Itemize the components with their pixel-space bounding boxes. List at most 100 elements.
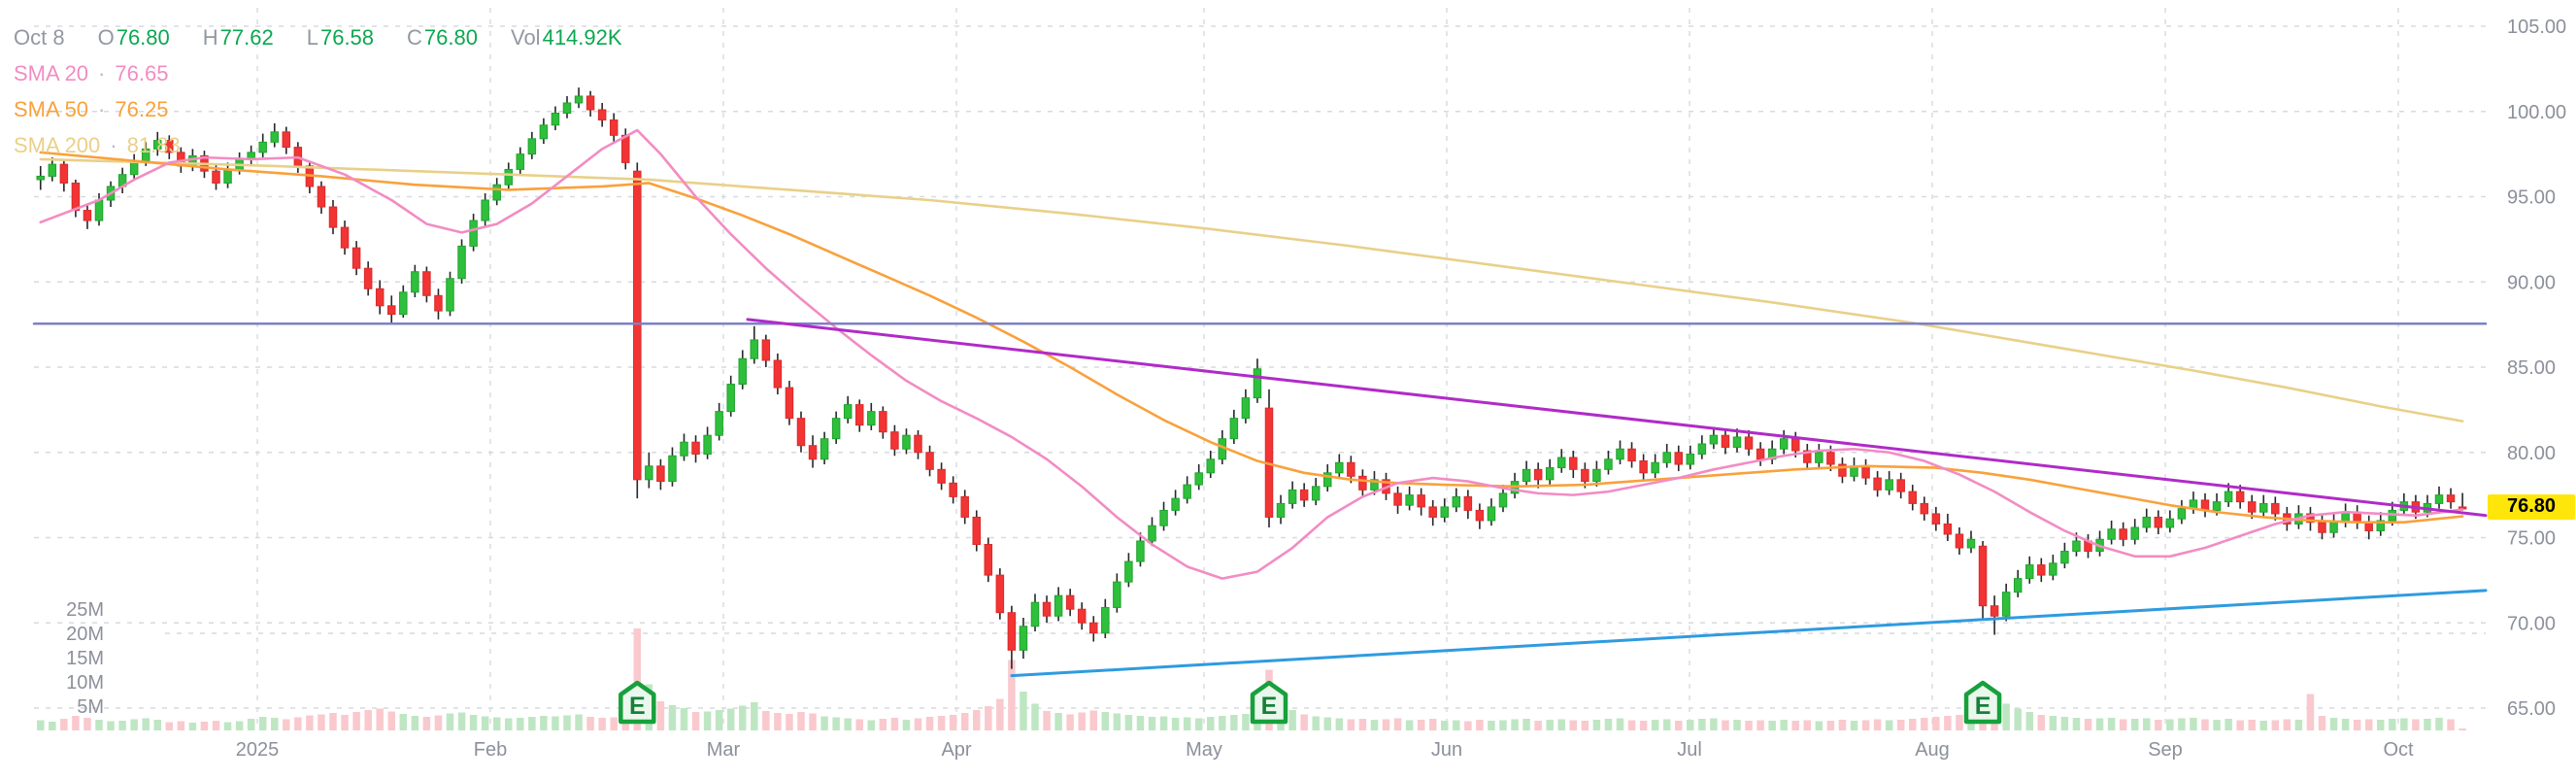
volume-bar — [1722, 720, 1729, 730]
candle-body-up — [1054, 594, 1063, 617]
month-tick-label: Aug — [1915, 739, 1950, 761]
volume-bar — [1838, 720, 1847, 730]
volume-bar — [996, 698, 1004, 730]
volume-bar — [1136, 716, 1145, 730]
candle-body-up — [469, 220, 478, 247]
candle-body-down — [984, 544, 993, 576]
candle-body-up — [1616, 448, 1624, 460]
candle-body-down — [785, 387, 794, 420]
candle-body-up — [1651, 461, 1659, 474]
descending-trendline[interactable] — [746, 318, 2488, 518]
volume-bar — [2318, 716, 2326, 730]
volume-bar — [247, 719, 255, 730]
sma-20-line[interactable] — [39, 128, 2464, 580]
candle-body-down — [2364, 522, 2373, 531]
volume-bars[interactable] — [37, 628, 2466, 730]
ohlc-row[interactable]: Oct 8 O 76.80 H 77.62 L 76.58 C 76.80 Vol 414… — [14, 23, 622, 52]
sma50-legend-row[interactable]: SMA 50 · 76.25 — [14, 97, 169, 121]
volume-bar — [2294, 720, 2303, 730]
volume-bar — [1780, 720, 1788, 730]
time-grid-and-axis[interactable]: 2025 Feb Mar Apr May Jun Jul Aug Sep Oct — [236, 8, 2414, 761]
candle-body-down — [609, 119, 619, 136]
volume-bar — [283, 719, 290, 730]
volume-bar — [1008, 660, 1016, 730]
sma-200-line[interactable] — [39, 157, 2464, 423]
volume-bar — [1710, 718, 1718, 730]
volume-bar — [820, 716, 828, 730]
earnings-marker[interactable]: E — [1963, 680, 2002, 725]
volume-bar — [937, 716, 946, 730]
sma20-legend-row[interactable]: SMA 20 · 76.65 — [14, 61, 169, 85]
volume-bar — [1569, 720, 1578, 730]
candle-body-up — [2142, 516, 2151, 528]
candle-body-up — [1148, 525, 1156, 542]
volume-bar — [2377, 720, 2385, 730]
candle-body-up — [2060, 551, 2069, 564]
candle-body-down — [1756, 448, 1765, 460]
ascending-trendline[interactable] — [1010, 589, 2488, 678]
candle-body-down — [796, 418, 806, 447]
volume-bar — [37, 720, 45, 730]
candle-body-down — [1533, 468, 1543, 481]
candle-body-up — [1966, 538, 1976, 549]
candle-body-up — [1276, 502, 1286, 518]
candle-body-down — [1896, 479, 1905, 492]
volume-bar — [223, 722, 232, 730]
volume-bar — [2213, 720, 2221, 730]
earnings-marker[interactable]: E — [1250, 680, 1288, 725]
volume-bar — [258, 717, 267, 730]
volume-bar — [1534, 721, 1542, 730]
candle-body-down — [83, 210, 92, 221]
sma-50-line[interactable] — [39, 151, 2464, 525]
candle-body-up — [1592, 468, 1601, 483]
candle-body-down — [972, 516, 981, 546]
volume-bar — [715, 710, 723, 730]
sma200-legend-row[interactable]: SMA 200 · 81.83 — [14, 133, 181, 157]
volume-bar — [914, 718, 922, 730]
volume-bar — [1956, 715, 1963, 730]
earnings-marker[interactable]: E — [619, 680, 656, 725]
volume-bar — [1020, 692, 1027, 730]
volume-bar — [2435, 718, 2443, 730]
candle-body-up — [2177, 508, 2187, 520]
earnings-marker-shape — [1250, 680, 1288, 725]
candle-body-up — [1815, 452, 1823, 463]
volume-bar — [2060, 717, 2069, 730]
volume-bar — [1312, 716, 1320, 730]
legend-volume: Vol 414.92K — [510, 25, 622, 50]
volume-bar — [985, 706, 992, 730]
volume-bar — [2329, 718, 2338, 730]
candle-body-down — [1463, 495, 1473, 511]
volume-bar — [2014, 708, 2022, 730]
volume-bar — [1417, 720, 1425, 730]
candle-body-up — [1662, 452, 1671, 463]
candle-body-up — [1557, 457, 1566, 469]
candle-body-up — [1370, 479, 1379, 491]
earnings-marker-letter: E — [629, 693, 646, 720]
volume-bar — [2143, 718, 2151, 730]
volume-bar — [1405, 720, 1414, 730]
candle-body-down — [2446, 494, 2456, 503]
volume-bar — [1733, 720, 1741, 730]
volume-bar — [1476, 720, 1484, 730]
month-tick-label: Mar — [707, 739, 741, 761]
candle-body-down — [1826, 452, 1835, 465]
candlestick-series[interactable] — [36, 87, 2467, 669]
candle-body-up — [1288, 489, 1297, 504]
candle-body-down — [1065, 594, 1075, 610]
earnings-marker-shape — [619, 680, 656, 725]
volume-bar — [376, 708, 384, 730]
candle-body-down — [1627, 448, 1636, 462]
candle-body-up — [1171, 497, 1180, 511]
volume-tick-label: 5M — [77, 696, 104, 718]
candle-body-down — [1920, 502, 1929, 515]
volume-bar — [457, 712, 466, 730]
price-tick-label: 75.00 — [2507, 528, 2556, 550]
legend-open: O 76.80 — [97, 25, 170, 50]
volume-bar — [107, 721, 115, 730]
candle-body-up — [1885, 479, 1893, 491]
volume-tick-label: 10M — [66, 672, 104, 694]
candle-body-up — [2107, 528, 2116, 540]
volume-bar — [762, 711, 770, 730]
